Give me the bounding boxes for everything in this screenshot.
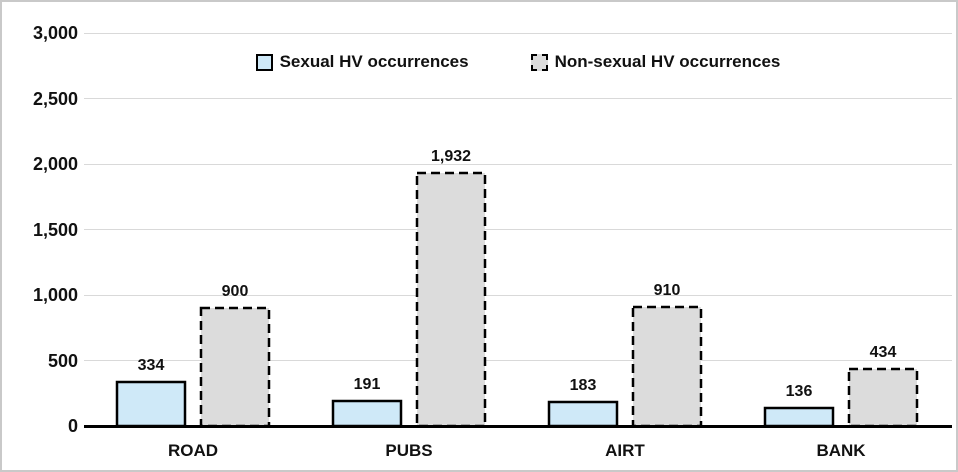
bar-value-label: 434 [869,344,897,361]
y-tick-label: 0 [67,416,78,436]
legend-item-sexual: Sexual HV occurrences [255,52,469,72]
bar-nonsexual [631,305,703,428]
bar-sexual [115,380,187,428]
gridline [84,295,952,296]
bar-nonsexual [199,306,271,428]
category-label: BANK [816,441,866,460]
legend-swatch-sexual-icon [255,53,273,71]
gridline [84,164,952,165]
legend-swatch-nonsexual-icon [530,53,548,71]
bar-value-label: 910 [653,282,681,299]
category-label: PUBS [385,441,433,460]
bar-value-label: 900 [221,283,249,300]
x-axis-line [84,425,952,428]
bar-value-label: 191 [353,376,381,393]
legend-item-nonsexual: Non-sexual HV occurrences [530,52,781,72]
y-tick-label: 500 [47,351,78,371]
chart-legend: Sexual HV occurrences Non-sexual HV occu… [84,49,952,75]
bar-sexual [331,399,403,428]
bar-value-label: 1,932 [430,148,472,165]
legend-label-nonsexual: Non-sexual HV occurrences [554,52,781,71]
y-tick-label: 2,000 [32,154,78,174]
gridline [84,229,952,230]
bar-nonsexual [847,367,919,428]
gridline [84,360,952,361]
y-tick-label: 1,500 [32,220,78,240]
bar-value-label: 334 [137,357,165,374]
legend-label-sexual: Sexual HV occurrences [279,52,469,71]
bar-value-label: 183 [569,377,597,394]
y-tick-label: 2,500 [32,89,78,109]
gridline [84,98,952,99]
gridline [84,33,952,34]
bar-nonsexual [415,171,487,428]
bar-value-label: 136 [785,383,813,400]
category-label: AIRT [605,441,645,460]
y-tick-label: 3,000 [32,23,78,43]
category-label: ROAD [167,441,219,460]
y-tick-label: 1,000 [32,285,78,305]
